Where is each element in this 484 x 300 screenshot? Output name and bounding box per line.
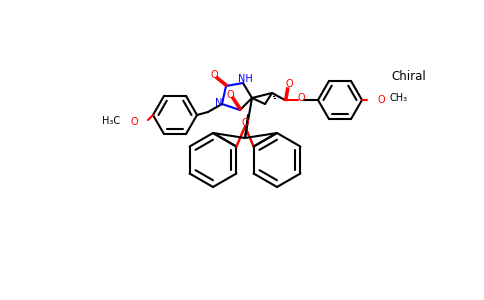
Text: O: O <box>130 117 138 127</box>
Text: O: O <box>297 93 305 103</box>
Text: O: O <box>241 118 249 128</box>
Text: O: O <box>226 90 234 100</box>
Text: O: O <box>377 95 385 105</box>
Text: NH: NH <box>238 74 252 84</box>
Text: Chiral: Chiral <box>392 70 426 83</box>
Text: N: N <box>215 98 223 108</box>
Text: CH₃: CH₃ <box>389 93 407 103</box>
Text: O: O <box>210 70 218 80</box>
Text: O: O <box>285 79 293 89</box>
Text: H₃C: H₃C <box>102 116 120 126</box>
